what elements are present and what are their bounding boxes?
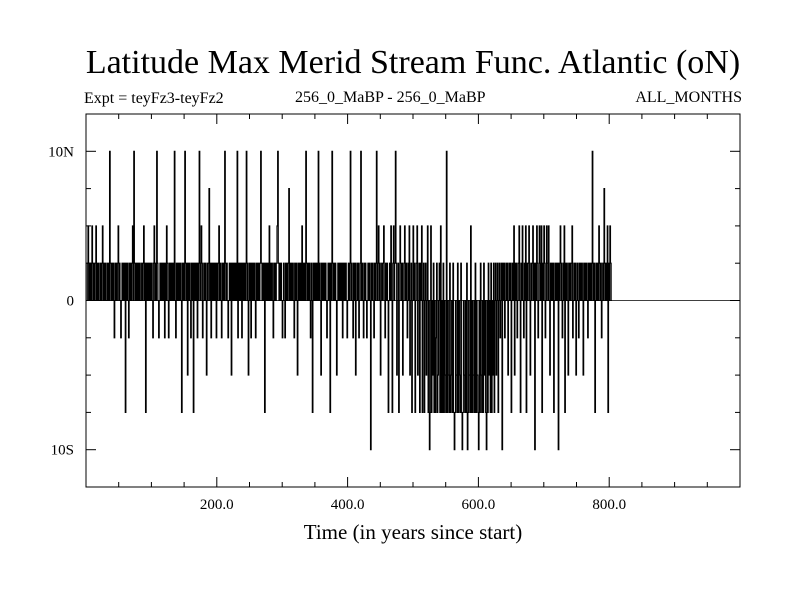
x-tick-label: 600.0 [462, 497, 496, 513]
x-tick-label: 400.0 [331, 497, 365, 513]
period-label: 256_0_MaBP - 256_0_MaBP [295, 89, 486, 106]
experiment-label: Expt = teyFz3-teyFz2 [84, 90, 224, 107]
y-tick-label: 10S [51, 443, 74, 459]
y-tick-label: 10N [48, 144, 74, 160]
tick-group: 200.0 400.0 600.0 800.0 10S 0 10N [48, 114, 740, 513]
months-label: ALL_MONTHS [635, 89, 742, 106]
x-tick-label: 800.0 [592, 497, 626, 513]
chart-title: Latitude Max Merid Stream Func. Atlantic… [85, 44, 741, 81]
series-line-latitude_max [86, 150, 612, 451]
series-group [86, 150, 612, 451]
y-tick-label: 0 [67, 294, 75, 310]
x-axis-label: Time (in years since start) [303, 520, 523, 544]
x-tick-label: 200.0 [200, 497, 234, 513]
